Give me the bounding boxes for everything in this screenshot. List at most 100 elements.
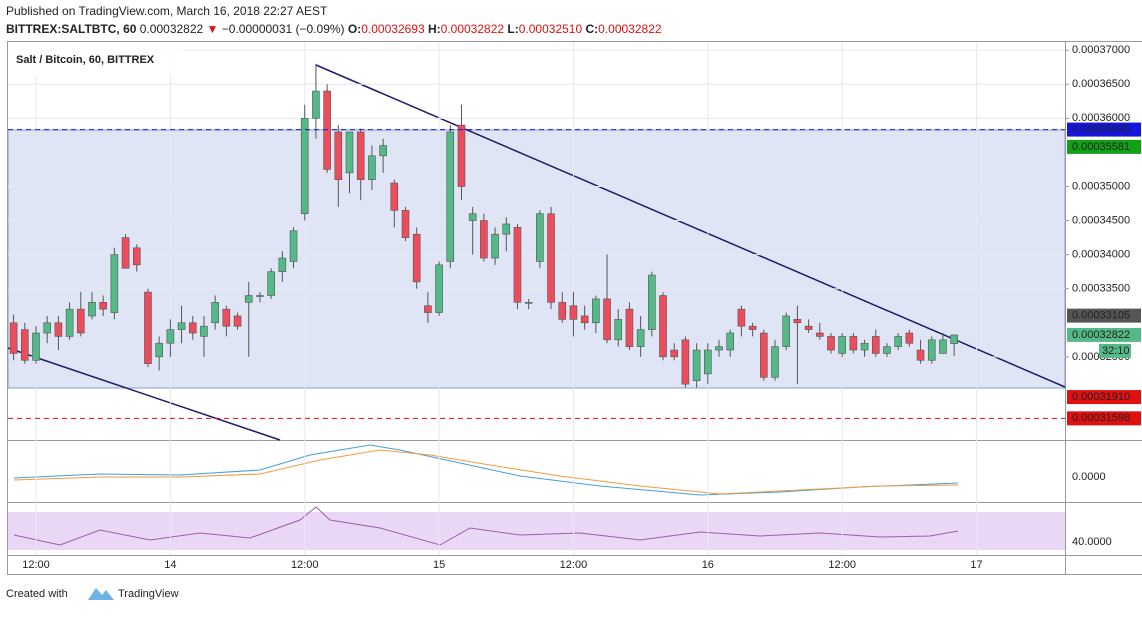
candle-body — [536, 214, 543, 262]
price-tag-label: 0.00035581 — [1072, 141, 1130, 153]
candle-body — [77, 309, 84, 333]
h-label: H: — [428, 22, 441, 36]
l: 0.00032510 — [519, 22, 583, 36]
candle-body — [368, 156, 375, 180]
candle-body — [592, 299, 599, 323]
candle-body — [559, 302, 566, 319]
candle-body — [570, 306, 577, 320]
candle-body — [660, 296, 667, 357]
candle-body — [771, 347, 778, 378]
price-tag-label: 0.00031910 — [1072, 391, 1130, 403]
y-tick-label: 0.00036500 — [1072, 78, 1130, 90]
candle-body — [413, 234, 420, 282]
candle-body — [32, 333, 39, 360]
candle-body — [335, 132, 342, 180]
candle-body — [917, 350, 924, 360]
candle-body — [234, 316, 241, 326]
x-tick-label: 12:00 — [828, 559, 856, 571]
x-tick-label: 15 — [433, 559, 445, 571]
candle-body — [111, 255, 118, 313]
candle-body — [245, 296, 252, 303]
candle-body — [738, 309, 745, 326]
candle-body — [133, 248, 140, 265]
candle-body — [436, 265, 443, 313]
candle-body — [156, 343, 163, 357]
candle-body — [704, 350, 711, 374]
candle-body — [939, 340, 946, 354]
candle-body — [760, 333, 767, 377]
candle-body — [256, 296, 263, 297]
candle-body — [10, 323, 17, 354]
price-tag-label: 0.00032822 — [1072, 329, 1130, 341]
candle-body — [637, 330, 644, 347]
candle-body — [301, 118, 308, 213]
candle-body — [44, 323, 51, 333]
x-tick-label: 17 — [970, 559, 982, 571]
last: 0.00032822 — [140, 22, 204, 36]
countdown: 32:10 — [1102, 345, 1130, 357]
candle-body — [716, 347, 723, 350]
candle-body — [626, 309, 633, 346]
candle-body — [469, 214, 476, 221]
candle-body — [951, 335, 958, 344]
candle-body — [55, 323, 62, 337]
macd-axis-label: 0.0000 — [1072, 471, 1106, 483]
candle-body — [805, 326, 812, 329]
candle-body — [167, 330, 174, 344]
change: −0.00000031 (−0.09%) — [222, 22, 345, 36]
candle-body — [212, 302, 219, 322]
candle-body — [727, 333, 734, 350]
footer-created: Created with — [6, 588, 68, 600]
candle-body — [424, 306, 431, 313]
candle-body — [402, 210, 409, 237]
candle-body — [648, 275, 655, 330]
candle-body — [223, 309, 230, 326]
candle-body — [200, 326, 207, 336]
candle-body — [21, 330, 28, 361]
published: Published on TradingView.com, March 16, … — [6, 4, 328, 18]
price-tag-label: 0.00031598 — [1072, 412, 1130, 424]
candle-body — [503, 224, 510, 234]
symbol: BITTREX:SALTBTC, 60 — [6, 22, 137, 36]
candle-body — [794, 319, 801, 322]
candle-body — [693, 350, 700, 381]
rsi-axis-label: 40.0000 — [1072, 536, 1112, 548]
candle-body — [604, 299, 611, 340]
candle-body — [783, 316, 790, 347]
candle-body — [671, 350, 678, 357]
candle-body — [88, 302, 95, 316]
candle-body — [525, 302, 532, 303]
rsi-band — [8, 512, 1065, 550]
candle-body — [66, 309, 73, 336]
candle-body — [357, 132, 364, 180]
candle-body — [872, 336, 879, 353]
x-tick-label: 12:00 — [560, 559, 588, 571]
candle-body — [827, 336, 834, 350]
chart-title: Salt / Bitcoin, 60, BITTREX — [16, 54, 155, 66]
symbol-line: BITTREX:SALTBTC, 60 0.00032822 ▼ −0.0000… — [6, 22, 662, 36]
candle-body — [100, 302, 107, 309]
h: 0.00032822 — [441, 22, 505, 36]
x-tick-label: 14 — [164, 559, 176, 571]
candle-body — [279, 258, 286, 272]
candle-body — [380, 146, 387, 156]
candle-body — [906, 333, 913, 343]
candle-body — [615, 319, 622, 339]
y-tick-label: 0.00036000 — [1072, 112, 1130, 124]
candle-body — [514, 227, 521, 302]
x-tick-label: 16 — [702, 559, 714, 571]
footer-brand: TradingView — [118, 588, 179, 600]
candle-body — [458, 125, 465, 186]
candle-body — [391, 183, 398, 210]
y-tick-label: 0.00034000 — [1072, 249, 1130, 261]
candle-body — [144, 292, 151, 364]
y-tick-label: 0.00035000 — [1072, 180, 1130, 192]
candle-body — [346, 132, 353, 173]
o: 0.00032693 — [361, 22, 425, 36]
candle-body — [816, 333, 823, 336]
y-tick-label: 0.00033500 — [1072, 283, 1130, 295]
o-label: O: — [348, 22, 361, 36]
candle-body — [928, 340, 935, 360]
